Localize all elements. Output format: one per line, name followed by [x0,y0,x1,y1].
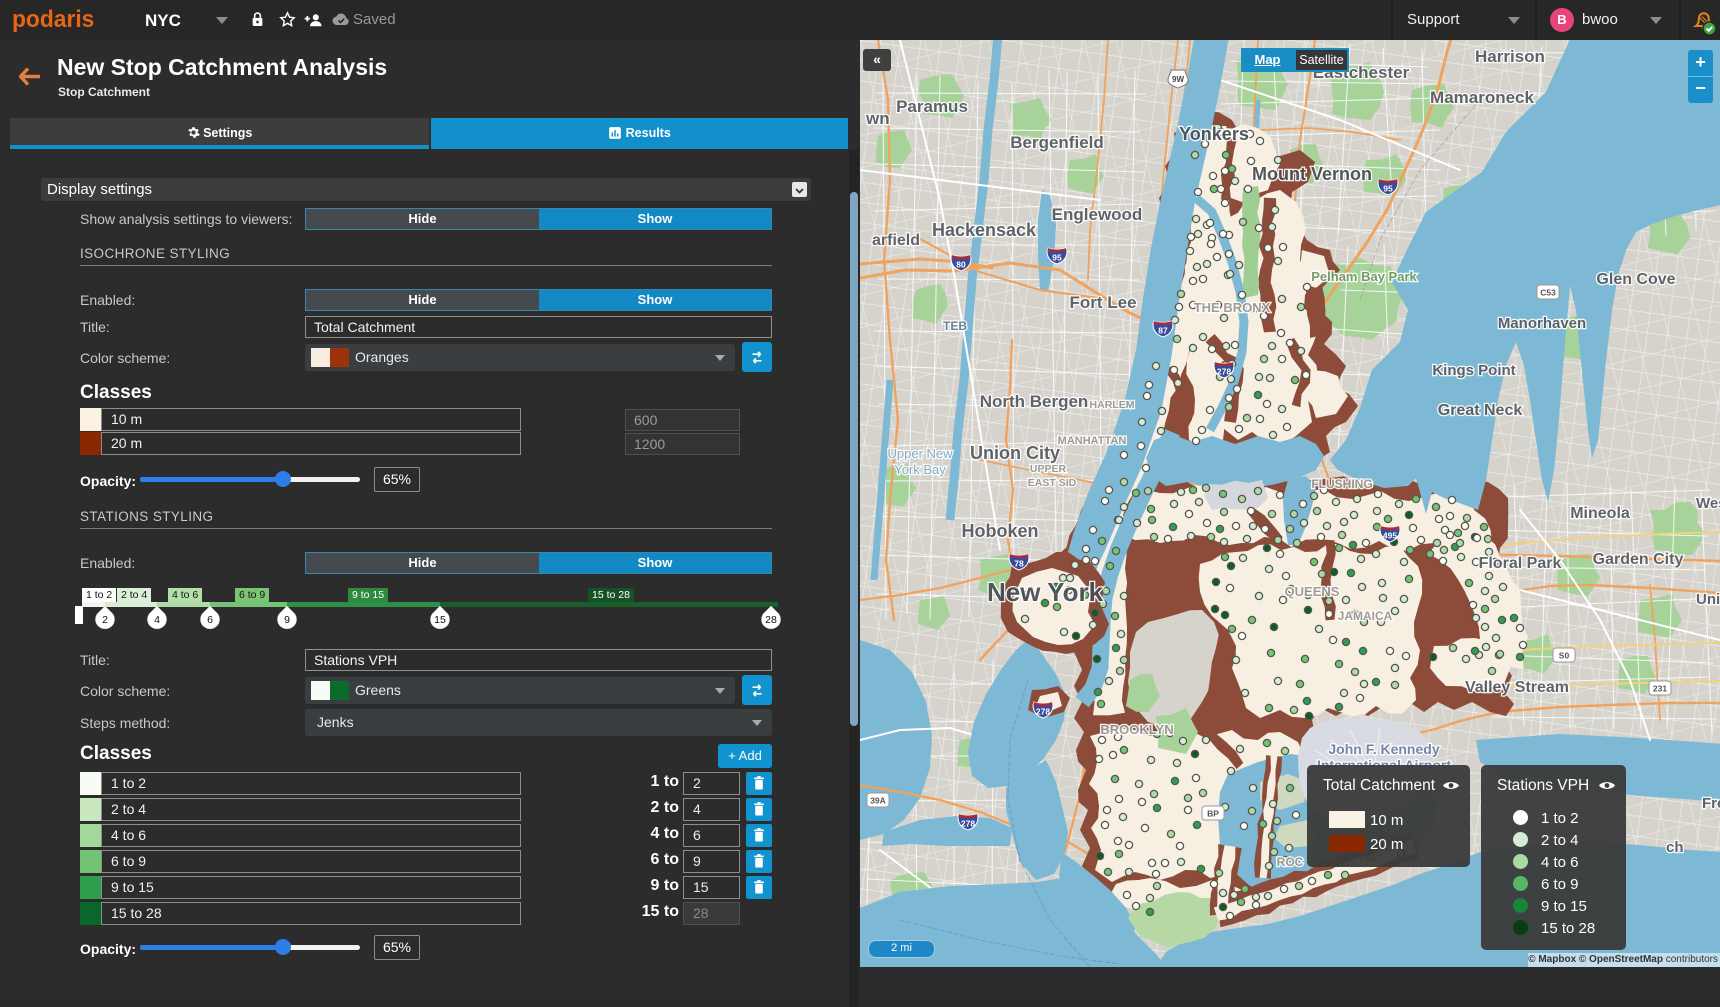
svg-text:JAMAICA: JAMAICA [1338,609,1393,623]
svg-text:Kings Point: Kings Point [1432,362,1515,379]
svg-text:Fort Lee: Fort Lee [1069,293,1136,312]
svg-text:BROOKLYN: BROOKLYN [1100,722,1173,737]
svg-text:FLUSHING: FLUSHING [1311,477,1372,491]
svg-text:wn: wn [865,109,890,128]
svg-text:MANHATTAN: MANHATTAN [1058,435,1127,447]
svg-text:Mount Vernon: Mount Vernon [1252,164,1372,184]
svg-text:39A: 39A [870,796,886,806]
svg-text:Harrison: Harrison [1475,47,1545,66]
svg-text:278: 278 [961,819,975,829]
svg-text:QUEENS: QUEENS [1285,584,1340,599]
svg-text:6: 6 [207,614,213,626]
svg-text:ch: ch [1666,839,1684,856]
svg-text:4: 4 [154,614,160,626]
svg-text:Free: Free [1702,795,1720,812]
svg-text:Manorhaven: Manorhaven [1498,315,1586,332]
svg-text:28: 28 [765,614,777,626]
svg-text:231: 231 [1653,684,1667,694]
svg-text:495: 495 [1383,531,1397,541]
svg-text:9: 9 [284,614,290,626]
svg-text:278: 278 [1217,367,1231,377]
svg-text:ROC: ROC [1277,855,1304,869]
svg-text:York Bay: York Bay [894,462,946,477]
svg-text:2: 2 [102,614,108,626]
svg-text:278: 278 [1036,707,1050,717]
svg-text:North Bergen: North Bergen [980,392,1089,411]
svg-text:Paramus: Paramus [896,97,968,116]
svg-text:UPPER: UPPER [1030,463,1067,475]
svg-text:95: 95 [1383,184,1393,194]
svg-text:95: 95 [1052,253,1062,263]
svg-text:Upper New: Upper New [887,446,953,461]
svg-text:THE BRONX: THE BRONX [1194,300,1271,315]
svg-text:Mineola: Mineola [1570,505,1630,522]
svg-text:Great Neck: Great Neck [1438,402,1523,419]
svg-text:78: 78 [1014,559,1024,569]
svg-text:arfield: arfield [872,232,920,249]
svg-text:80: 80 [956,260,966,270]
svg-text:Garden City: Garden City [1593,551,1684,568]
svg-text:9W: 9W [1172,75,1184,84]
svg-text:BP: BP [1207,809,1219,819]
svg-text:Yonkers: Yonkers [1179,124,1249,144]
svg-text:John F. Kennedy: John F. Kennedy [1328,741,1439,757]
svg-text:87: 87 [1158,326,1168,336]
svg-text:Hackensack: Hackensack [932,220,1037,240]
svg-text:Floral Park: Floral Park [1479,555,1562,572]
svg-text:Bergenfield: Bergenfield [1010,133,1104,152]
svg-text:Westb: Westb [1696,495,1720,512]
svg-text:Valley Stream: Valley Stream [1465,679,1569,696]
svg-text:Mamaroneck: Mamaroneck [1430,88,1534,107]
svg-text:C53: C53 [1540,288,1556,298]
svg-text:Pelham Bay Park: Pelham Bay Park [1311,269,1417,284]
svg-text:Hoboken: Hoboken [961,521,1038,541]
svg-text:TEB: TEB [943,319,967,333]
svg-text:HARLEM: HARLEM [1090,399,1135,411]
svg-text:Englewood: Englewood [1052,205,1143,224]
svg-text:15: 15 [434,614,446,626]
svg-text:S0: S0 [1559,651,1570,661]
svg-text:Unionda: Unionda [1696,591,1720,608]
svg-text:Glen Cove: Glen Cove [1596,271,1675,288]
svg-text:EAST SID: EAST SID [1028,477,1077,489]
svg-text:Union City: Union City [970,443,1060,463]
svg-text:New York: New York [987,577,1104,607]
